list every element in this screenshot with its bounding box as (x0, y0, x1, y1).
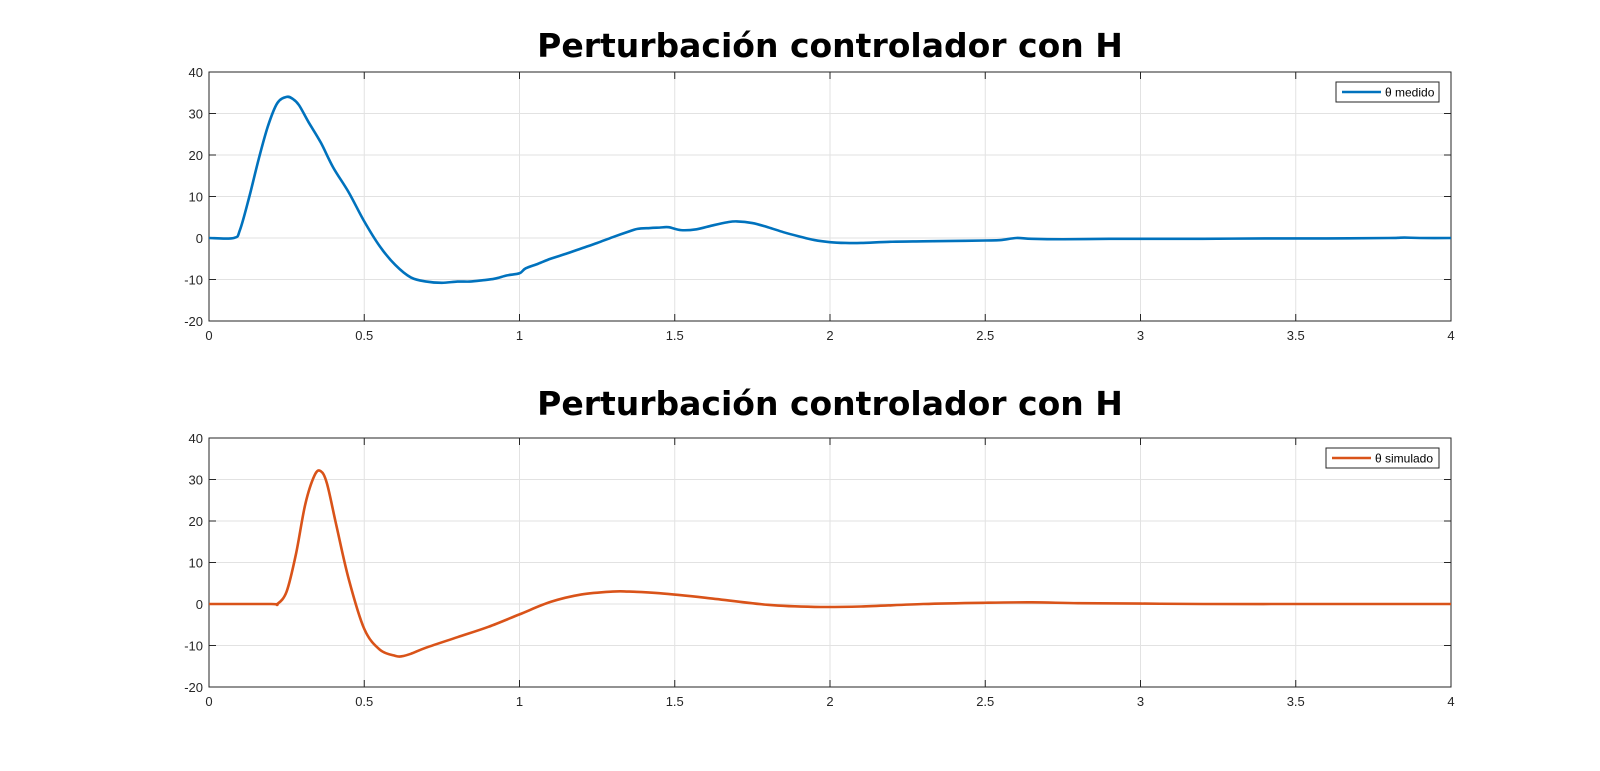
x-tick-label: 0.5 (355, 694, 373, 709)
y-tick-label: 10 (189, 190, 203, 205)
y-tick-label: -20 (184, 314, 203, 329)
y-tick-label: 20 (189, 148, 203, 163)
legend-box (1325, 447, 1440, 469)
x-tick-label: 4 (1447, 328, 1454, 343)
y-tick-label: 30 (189, 107, 203, 122)
x-tick-label: 3.5 (1287, 694, 1305, 709)
y-tick-label: 40 (189, 431, 203, 446)
x-tick-label: 3 (1137, 328, 1144, 343)
x-tick-label: 2 (826, 694, 833, 709)
y-tick-label: 0 (196, 231, 203, 246)
y-tick-label: 0 (196, 597, 203, 612)
x-tick-label: 3 (1137, 694, 1144, 709)
series-line (209, 469, 1451, 658)
y-tick-label: 20 (189, 514, 203, 529)
series-line (208, 95, 1452, 285)
legend-box (1335, 81, 1440, 103)
x-tick-label: 0.5 (355, 328, 373, 343)
x-tick-label: 2.5 (976, 328, 994, 343)
x-tick-label: 1.5 (666, 328, 684, 343)
x-tick-label: 2.5 (976, 694, 994, 709)
chart-title-top: Perturbación controlador con H (537, 26, 1123, 65)
legend-label: θ simulado (1375, 452, 1433, 466)
y-tick-label: 40 (189, 65, 203, 80)
x-tick-label: 2 (826, 328, 833, 343)
chart-title-bottom: Perturbación controlador con H (537, 384, 1123, 423)
x-tick-label: 3.5 (1287, 328, 1305, 343)
x-tick-label: 4 (1447, 694, 1454, 709)
y-tick-label: -10 (184, 639, 203, 654)
legend-label: θ medido (1385, 86, 1435, 100)
y-tick-label: -10 (184, 273, 203, 288)
x-tick-label: 0 (205, 328, 212, 343)
y-tick-label: 30 (189, 473, 203, 488)
y-tick-label: 10 (189, 556, 203, 571)
x-tick-label: 0 (205, 694, 212, 709)
x-tick-label: 1 (516, 328, 523, 343)
x-tick-label: 1.5 (666, 694, 684, 709)
x-tick-label: 1 (516, 694, 523, 709)
y-tick-label: -20 (184, 680, 203, 695)
